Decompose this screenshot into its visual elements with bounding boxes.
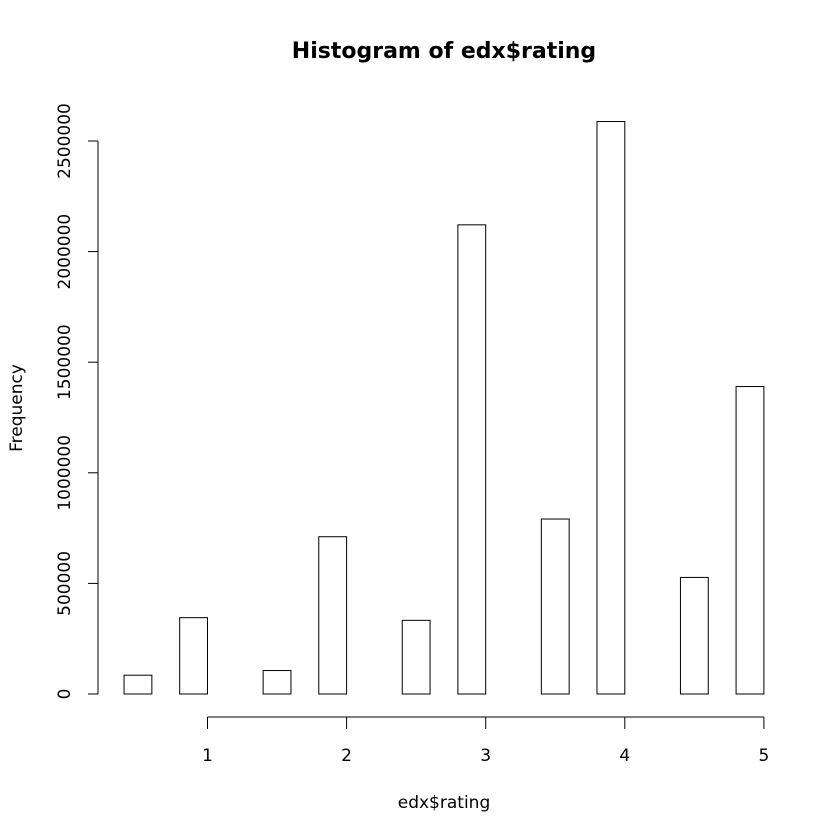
x-axis: 1 2 3 4 5: [202, 716, 769, 766]
y-axis: 0 500000 1000000 1500000 2000000 2500000: [55, 103, 99, 700]
y-tick-label: 1000000: [55, 435, 75, 511]
bars-group: [123, 121, 765, 695]
y-tick-label: 2500000: [55, 103, 75, 179]
histogram-bar: [401, 619, 431, 695]
x-axis-label: edx$rating: [398, 793, 491, 813]
x-tick-label: 2: [341, 746, 352, 766]
y-tick-label: 1500000: [55, 324, 75, 400]
x-tick-label: 5: [758, 746, 769, 766]
y-tick-label: 500000: [55, 551, 75, 616]
histogram-bar: [457, 224, 487, 695]
y-tick-label: 0: [55, 689, 75, 700]
chart-title: Histogram of edx$rating: [292, 39, 596, 64]
x-tick-label: 1: [202, 746, 213, 766]
x-tick-label: 3: [480, 746, 491, 766]
histogram-bar: [318, 536, 348, 695]
y-tick-label: 2000000: [55, 214, 75, 290]
histogram-bar: [123, 674, 153, 695]
histogram-bar: [540, 518, 570, 695]
y-axis-label: Frequency: [7, 364, 27, 452]
histogram-bar: [735, 386, 765, 695]
histogram-bar: [596, 121, 626, 695]
histogram-bar: [179, 617, 208, 695]
histogram-bar: [262, 670, 292, 695]
histogram-bar: [679, 576, 709, 695]
x-tick-label: 4: [619, 746, 630, 766]
